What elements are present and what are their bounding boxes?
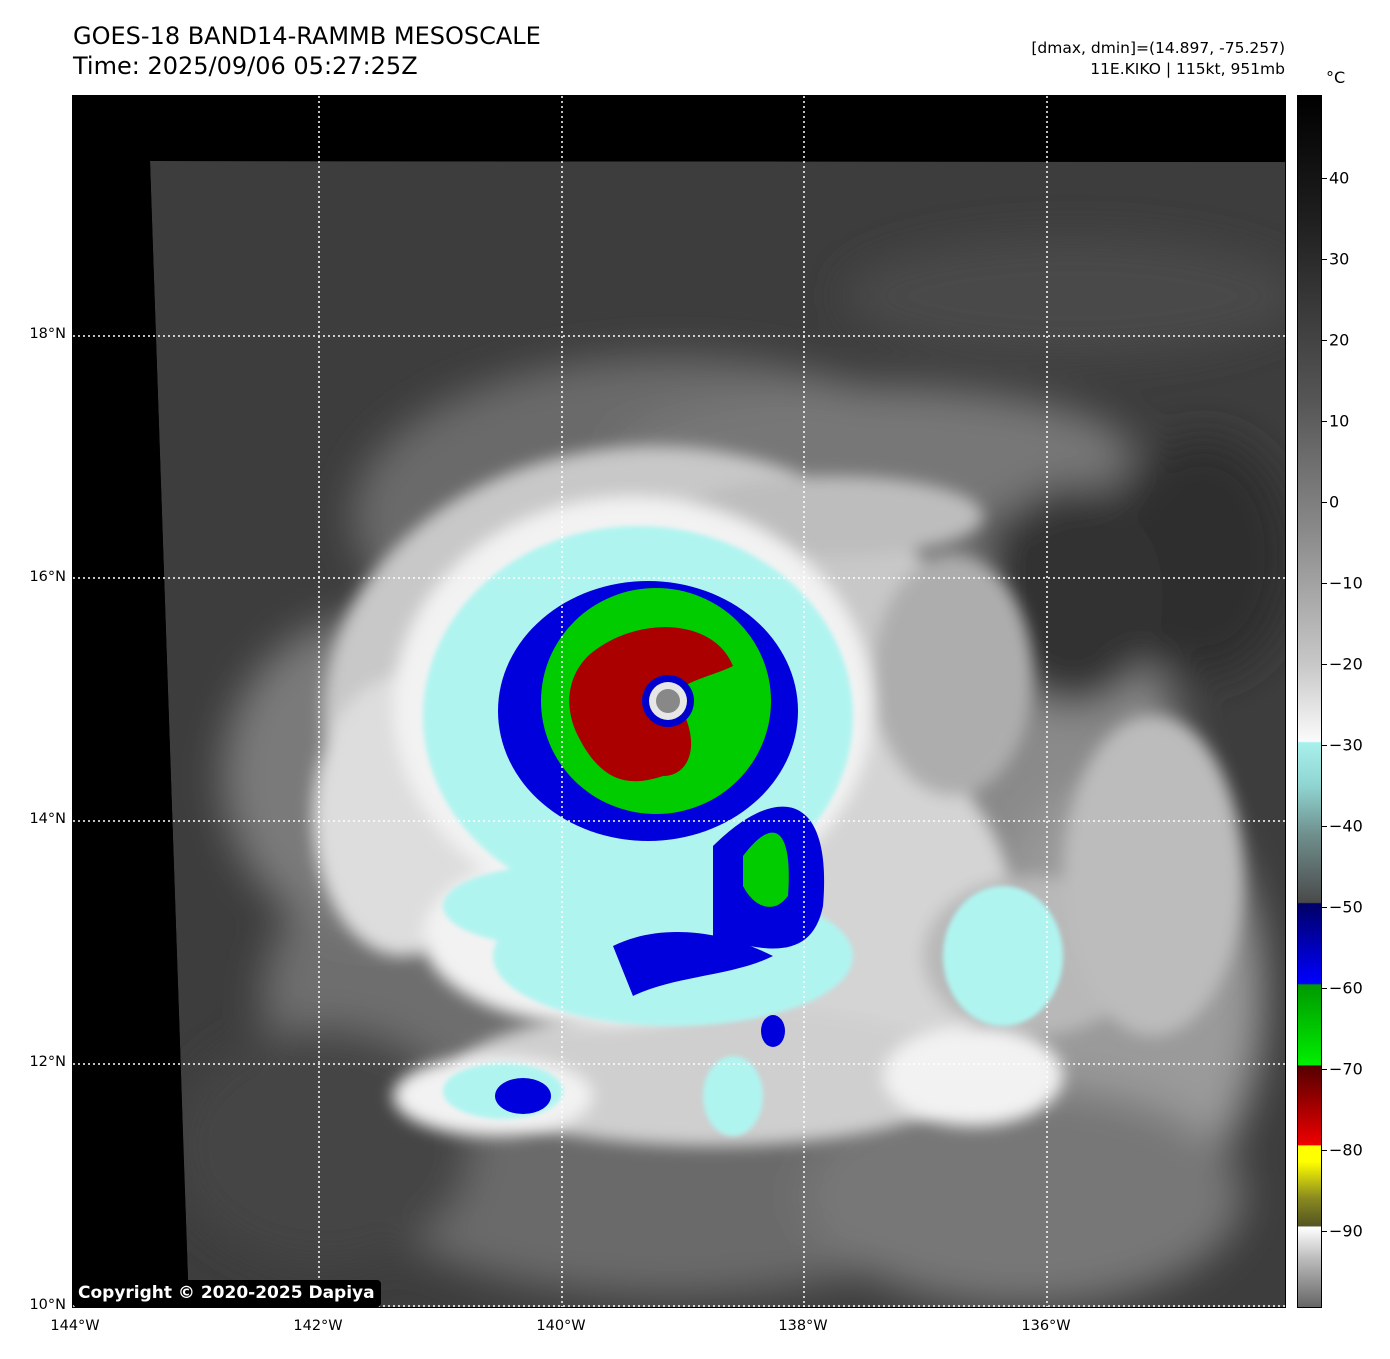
colorbar-tick-label: 0	[1329, 492, 1340, 512]
colorbar-tick-mark	[1322, 907, 1327, 908]
colorbar-tick-label: −60	[1329, 978, 1363, 998]
lon-label-140w: 140°W	[536, 1318, 586, 1334]
chart-title: GOES-18 BAND14-RAMMB MESOSCALE	[73, 22, 541, 50]
lat-label-18n: 18°N	[29, 326, 66, 342]
colorbar-tick-label: −30	[1329, 735, 1363, 755]
colorbar-tick-mark	[1322, 988, 1327, 989]
colorbar-tick-mark	[1322, 259, 1327, 260]
colorbar-tick-mark	[1322, 421, 1327, 422]
colorbar-tick-mark	[1322, 745, 1327, 746]
lon-label-136w: 136°W	[1021, 1318, 1071, 1334]
colorbar-tick-label: −50	[1329, 897, 1363, 917]
colorbar-tick-mark	[1322, 178, 1327, 179]
lat-label-10n: 10°N	[29, 1297, 66, 1313]
colorbar-tick-mark	[1322, 664, 1327, 665]
lat-label-16n: 16°N	[29, 569, 66, 585]
colorbar-tick-label: −80	[1329, 1140, 1363, 1160]
colorbar-tick-label: −40	[1329, 816, 1363, 836]
ir-imagery	[73, 96, 1285, 1307]
time-stamp: Time: 2025/09/06 05:27:25Z	[73, 52, 418, 80]
colorbar-tick-label: −10	[1329, 573, 1363, 593]
colorbar-tick-mark	[1322, 1231, 1327, 1232]
colorbar-tick-mark	[1322, 826, 1327, 827]
colorbar-unit: °C	[1326, 68, 1346, 87]
colorbar	[1297, 95, 1322, 1308]
colorbar-tick-label: −70	[1329, 1059, 1363, 1079]
colorbar-tick-mark	[1322, 583, 1327, 584]
colorbar-tick-label: 30	[1329, 249, 1350, 269]
lon-label-142w: 142°W	[293, 1318, 343, 1334]
storm-info: 11E.KIKO | 115kt, 951mb	[1090, 60, 1285, 78]
colorbar-tick-label: 40	[1329, 168, 1350, 188]
lat-label-12n: 12°N	[29, 1054, 66, 1070]
colorbar-tick-label: 10	[1329, 411, 1350, 431]
dmax-dmin-readout: [dmax, dmin]=(14.897, -75.257)	[1031, 39, 1285, 57]
colorbar-tick-label: −20	[1329, 654, 1363, 674]
satellite-map[interactable]	[72, 95, 1286, 1308]
copyright-badge: Copyright © 2020-2025 Dapiya	[73, 1280, 381, 1307]
colorbar-tick-mark	[1322, 1069, 1327, 1070]
lon-label-144w: 144°W	[50, 1318, 100, 1334]
colorbar-tick-mark	[1322, 340, 1327, 341]
lon-label-138w: 138°W	[778, 1318, 828, 1334]
colorbar-tick-label: 20	[1329, 330, 1350, 350]
colorbar-tick-label: −90	[1329, 1221, 1363, 1241]
colorbar-tick-mark	[1322, 502, 1327, 503]
colorbar-tick-mark	[1322, 1150, 1327, 1151]
lat-label-14n: 14°N	[29, 811, 66, 827]
